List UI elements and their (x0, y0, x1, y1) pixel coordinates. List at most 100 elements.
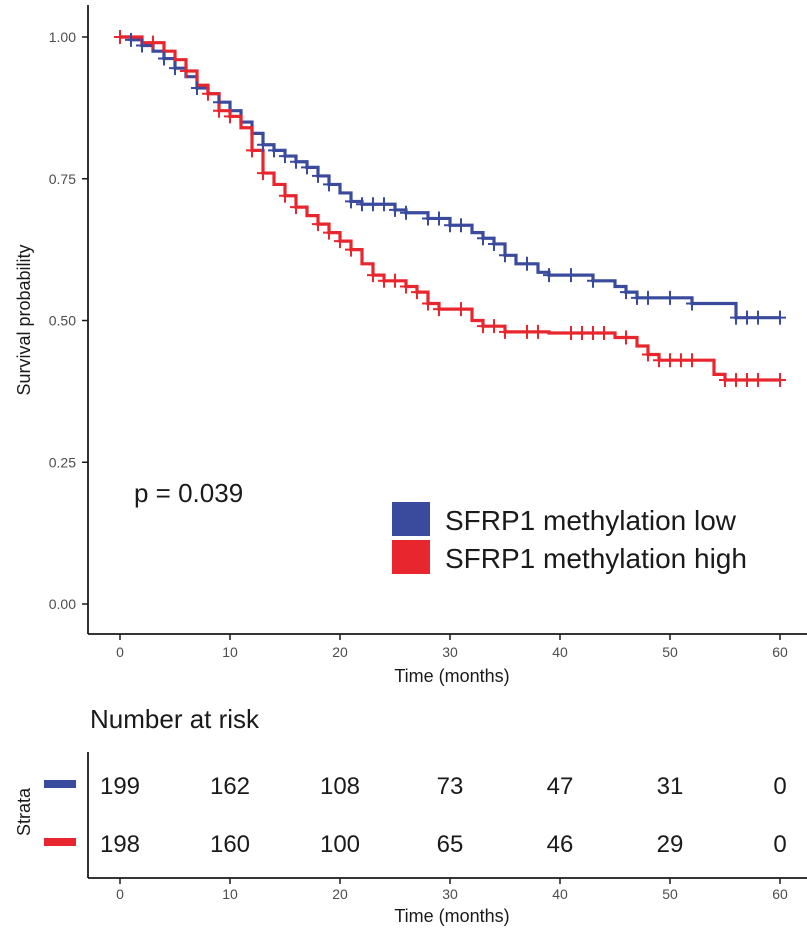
risk-cell: 0 (773, 773, 786, 800)
strata-swatch-high (44, 838, 76, 846)
risk-cell: 198 (100, 831, 140, 858)
censor-mark (741, 310, 753, 325)
censor-mark (213, 103, 225, 118)
censor-mark (587, 325, 599, 340)
censor-mark (411, 285, 423, 300)
x-tick-label: 20 (332, 644, 348, 660)
risk-cell: 31 (657, 773, 684, 800)
censor-mark (180, 64, 192, 79)
censor-mark (686, 296, 698, 311)
censor-mark (598, 325, 610, 340)
censor-mark (488, 236, 500, 251)
risk-cell: 65 (437, 831, 464, 858)
censor-mark (389, 273, 401, 288)
censor-mark (774, 373, 786, 388)
censor-mark (422, 296, 434, 311)
censor-marks (114, 30, 786, 388)
censor-mark (719, 373, 731, 388)
risk-x-axis-ticks: 0 10 20 30 40 50 60 (116, 878, 788, 902)
censor-mark (642, 290, 654, 305)
censor-mark (257, 137, 269, 152)
censor-mark (114, 30, 126, 44)
censor-mark (257, 166, 269, 181)
censor-mark (477, 319, 489, 334)
censor-mark (246, 143, 258, 158)
censor-mark (444, 218, 456, 233)
x-tick-label: 40 (552, 644, 568, 660)
risk-cell: 162 (210, 773, 250, 800)
censor-mark (455, 218, 467, 233)
x-tick-label: 10 (222, 886, 238, 902)
censor-mark (125, 32, 137, 47)
censor-mark (323, 177, 335, 192)
censor-mark (730, 373, 742, 388)
censor-mark (620, 285, 632, 300)
censor-mark (433, 211, 445, 226)
p-value-annotation: p = 0.039 (134, 478, 243, 508)
censor-mark (620, 330, 632, 345)
censor-mark (378, 197, 390, 212)
censor-mark (378, 273, 390, 288)
censor-mark (653, 353, 665, 368)
censor-mark (290, 200, 302, 215)
censor-mark (752, 310, 764, 325)
censor-mark (158, 51, 170, 66)
censor-mark (169, 61, 181, 76)
censor-mark (686, 353, 698, 368)
censor-mark (664, 290, 676, 305)
risk-cell: 47 (547, 773, 574, 800)
censor-mark (279, 188, 291, 203)
survival-curve-low (120, 35, 780, 320)
censor-mark (565, 325, 577, 340)
x-tick-label: 60 (772, 886, 788, 902)
risk-cell: 108 (320, 773, 360, 800)
censor-mark (323, 225, 335, 240)
censor-mark (730, 310, 742, 325)
censor-mark (422, 211, 434, 226)
censor-mark (136, 38, 148, 53)
x-tick-label: 10 (222, 644, 238, 660)
risk-cell: 199 (100, 773, 140, 800)
y-tick-label: 0.25 (49, 454, 76, 470)
censor-mark (741, 373, 753, 388)
censor-mark (334, 234, 346, 249)
x-tick-label: 30 (442, 886, 458, 902)
legend-label-high: SFRP1 methylation high (445, 543, 747, 574)
censor-mark (774, 310, 786, 325)
strata-swatch-low (44, 780, 76, 788)
censor-mark (631, 290, 643, 305)
risk-table: Number at risk Strata 199 162 108 73 47 31 019… (14, 704, 807, 926)
censor-mark (301, 160, 313, 175)
censor-mark (477, 231, 489, 246)
censor-mark (455, 302, 467, 317)
legend-swatch-low (392, 502, 430, 536)
x-tick-label: 20 (332, 886, 348, 902)
censor-mark (312, 168, 324, 183)
censor-mark (147, 35, 159, 50)
censor-mark (400, 205, 412, 220)
censor-mark (642, 347, 654, 362)
censor-mark (400, 279, 412, 294)
censor-mark (312, 217, 324, 232)
x-tick-label: 30 (442, 644, 458, 660)
censor-mark (345, 194, 357, 209)
censor-mark (664, 353, 676, 368)
legend: SFRP1 methylation low SFRP1 methylation … (392, 502, 747, 574)
censor-mark (488, 319, 500, 334)
censor-mark (224, 109, 236, 124)
x-tick-label: 50 (662, 886, 678, 902)
censor-mark (576, 325, 588, 340)
censor-mark (587, 273, 599, 288)
censor-mark (389, 202, 401, 217)
risk-cell: 29 (657, 831, 684, 858)
risk-cell: 46 (547, 831, 574, 858)
legend-label-low: SFRP1 methylation low (445, 505, 737, 536)
x-tick-label: 60 (772, 644, 788, 660)
censor-mark (532, 324, 544, 339)
censor-mark (202, 86, 214, 101)
censor-mark (521, 324, 533, 339)
y-tick-label: 1.00 (49, 29, 76, 45)
censor-mark (345, 242, 357, 257)
censor-mark (268, 143, 280, 158)
x-axis-title: Time (months) (394, 666, 509, 686)
